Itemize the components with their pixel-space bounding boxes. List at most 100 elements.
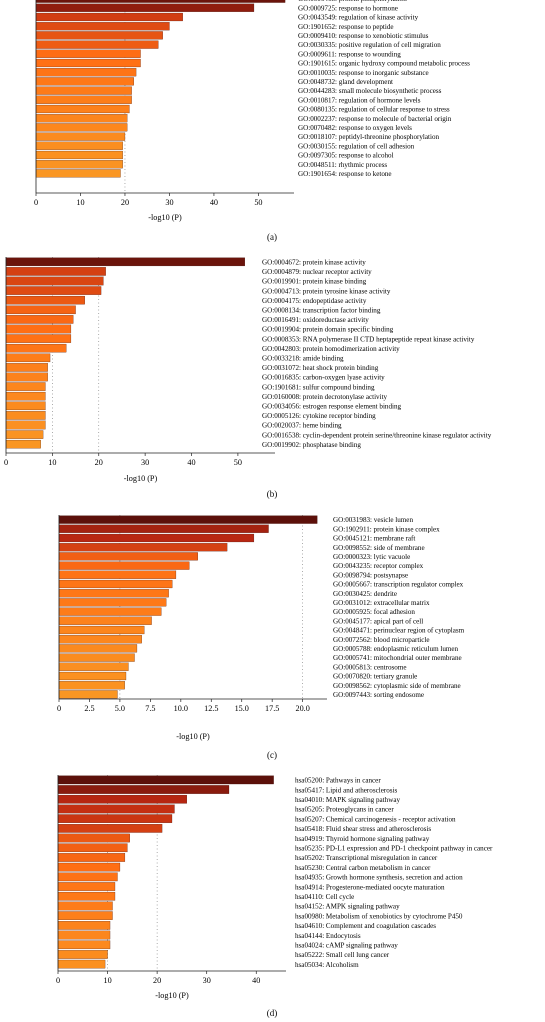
bar [35, 123, 128, 132]
x-axis-label: -log10 (P) [176, 732, 210, 741]
bar [5, 382, 46, 391]
bar [35, 114, 128, 123]
bar-term-label: GO:0043235: receptor complex [333, 562, 424, 570]
bar [35, 0, 286, 3]
bar-term-label: GO:0005126: cytokine receptor binding [262, 412, 376, 420]
bar [57, 891, 116, 901]
x-tick-label: 5.0 [115, 704, 125, 713]
bar [5, 411, 46, 420]
bar [58, 570, 177, 579]
bar [58, 515, 318, 524]
bar-term-label: GO:0008134: transcription factor binding [262, 306, 381, 314]
bar-term-label: GO:0018107: peptidyl-threonine phosphory… [298, 133, 440, 141]
bar-term-label: hsa05417: Lipid and atherosclerosis [295, 786, 397, 794]
bar-term-label: GO:0009410: response to xenobiotic stimu… [298, 32, 429, 40]
bar-term-label: GO:0020037: heme binding [262, 422, 342, 430]
bar [5, 420, 46, 430]
bar-term-label: hsa04024: cAMP signaling pathway [295, 941, 398, 949]
bar-term-label: GO:0034056: estrogen response element bi… [262, 402, 402, 410]
bar-term-label: GO:0160008: protein decrotonylase activi… [262, 393, 388, 401]
bar [57, 940, 111, 950]
bar-term-label: GO:0045121: membrane raft [333, 535, 415, 543]
bar-term-label: GO:0019904: protein domain specific bind… [262, 326, 394, 334]
bar [57, 833, 130, 843]
x-tick-label: 10.0 [174, 704, 188, 713]
x-tick-label: 10 [103, 976, 111, 985]
bar [57, 959, 106, 969]
bar-term-label: hsa05034: Alcoholism [295, 961, 359, 969]
bar-term-label: GO:0080135: regulation of cellular respo… [298, 106, 450, 114]
x-tick-label: 20 [95, 458, 103, 467]
bar-term-label: GO:0004713: protein tyrosine kinase acti… [262, 287, 391, 295]
bar [57, 911, 113, 920]
bar-term-label: hsa04610: Complement and coagulation cas… [295, 922, 436, 930]
x-tick-label: 50 [234, 458, 242, 467]
bar-term-label: hsa05207: Chemical carcinogenesis - rece… [295, 815, 456, 823]
bar [35, 40, 159, 49]
bar [5, 267, 106, 276]
bar-term-label: GO:0010817: regulation of hormone levels [298, 96, 421, 104]
bar-term-label: GO:0070820: tertiary granule [333, 673, 417, 681]
x-tick-label: 0 [4, 458, 8, 467]
bar-term-label: GO:0033218: amide binding [262, 354, 344, 362]
bar-term-label: GO:0009611: response to wounding [298, 50, 401, 58]
bar-term-label: GO:0030425: dendrite [333, 590, 397, 598]
bar-term-label: hsa04010: MAPK signaling pathway [295, 796, 400, 804]
x-tick-label: 40 [187, 458, 195, 467]
x-tick-label: 40 [210, 198, 218, 207]
bar [58, 662, 129, 671]
bar-term-label: GO:0016538: cyclin-dependent protein ser… [262, 431, 492, 439]
bar [58, 524, 269, 533]
bar-term-label: GO:0010035: response to inorganic substa… [298, 69, 429, 77]
panel-label: (a) [267, 232, 277, 242]
x-tick-label: 2.5 [84, 704, 94, 713]
bar [57, 872, 118, 882]
bar-term-label: GO:0005667: transcription regulator comp… [333, 581, 464, 589]
bar-term-label: GO:0002237: response to molecule of bact… [298, 115, 452, 123]
bar [35, 68, 137, 77]
bar-term-label: hsa05230: Central carbon metabolism in c… [295, 864, 431, 872]
panel-label: (c) [267, 750, 277, 760]
bar-term-label: hsa05200: Pathways in cancer [295, 777, 381, 785]
x-tick-label: 15.0 [235, 704, 249, 713]
x-tick-label: 17.5 [265, 704, 279, 713]
bar-term-label: GO:0004175: endopeptidase activity [262, 297, 367, 305]
bar-term-label: GO:0098562: cytoplasmic side of membrane [333, 682, 461, 690]
x-axis-label: -log10 (P) [155, 991, 189, 1000]
bar-term-label: hsa05235: PD-L1 expression and PD-1 chec… [295, 844, 493, 852]
bar [35, 77, 134, 86]
bar [57, 814, 173, 823]
x-tick-label: 30 [165, 198, 173, 207]
bar [35, 49, 141, 58]
x-tick-label: 0 [56, 976, 60, 985]
bar-term-label: GO:0016835: carbon-oxygen lyase activity [262, 374, 385, 382]
bar-term-label: GO:1901615: organic hydroxy compound met… [298, 60, 470, 68]
bar [58, 671, 127, 681]
bar-term-label: GO:0019901: protein kinase binding [262, 278, 367, 286]
bar-term-label: GO:0004672: protein kinase activity [262, 258, 366, 266]
bar [58, 635, 142, 644]
bar-term-label: GO:0044283: small molecule biosynthetic … [298, 87, 442, 95]
bar [57, 901, 113, 911]
x-axis-label: -log10 (P) [124, 474, 158, 483]
bar-term-label: GO:0097305: response to alcohol [298, 152, 394, 160]
bar [58, 598, 167, 607]
x-tick-label: 0 [34, 198, 38, 207]
bar [58, 644, 138, 653]
bar-term-label: hsa00980: Metabolism of xenobiotics by c… [295, 912, 463, 920]
bar [5, 315, 74, 324]
bar [57, 882, 116, 891]
bar [35, 141, 123, 150]
chart-panel-a: GO:0006468: protein phosphorylationGO:00… [34, 0, 470, 242]
bar [58, 579, 173, 589]
bar-term-label: GO:0005741: mitochondrial outer membrane [333, 654, 462, 662]
bar [57, 921, 111, 930]
bar-term-label: hsa04110: Cell cycle [295, 893, 354, 901]
bar [58, 607, 162, 616]
bar [5, 324, 72, 334]
bar [5, 343, 67, 353]
bar-term-label: GO:0045177: apical part of cell [333, 617, 423, 625]
